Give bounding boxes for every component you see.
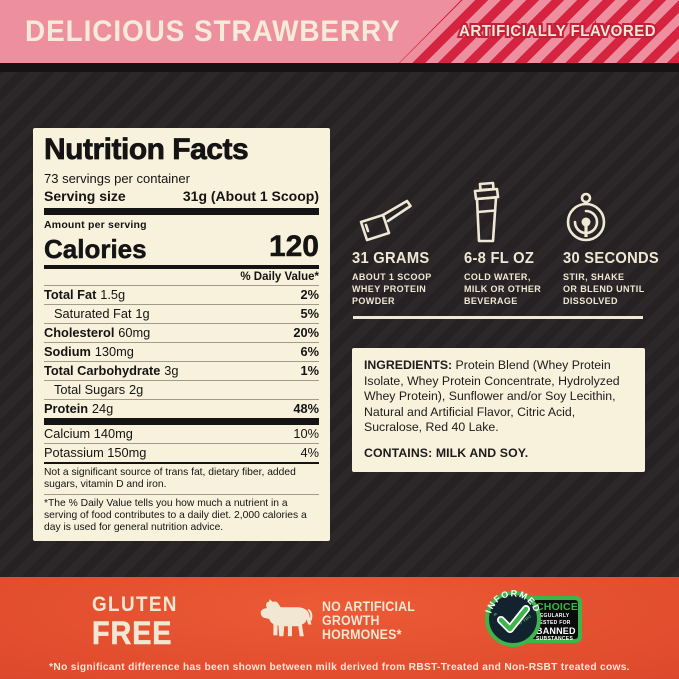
nutrient-row-cholesterol: Cholesterol 60mg 20%: [44, 322, 319, 340]
nutrient-row-sodium: Sodium 130mg 6%: [44, 341, 319, 359]
calories-row: Calories 120: [44, 231, 319, 265]
flavor-banner: DELICIOUS STRAWBERRY ARTIFICIALLY FLAVOR…: [0, 0, 679, 63]
flavor-name: DELICIOUS STRAWBERRY: [25, 15, 401, 48]
section-divider: [353, 316, 643, 319]
gluten-free-badge: GLUTEN FREE: [92, 593, 178, 651]
rbst-disclaimer: *No significant difference has been show…: [49, 662, 630, 673]
bottom-banner: GLUTEN FREE NO ARTIFICIAL GROWTH HORMONE…: [0, 577, 679, 679]
direction-title: 31 GRAMS: [352, 250, 430, 267]
no-hormones-claim: NO ARTIFICIAL GROWTH HORMONES*: [322, 599, 416, 643]
allergen-statement: CONTAINS: MILK AND SOY.: [364, 446, 529, 461]
direction-shaker: 6-8 FL OZ COLD WATER, MILK OR OTHER BEVE…: [464, 181, 563, 307]
hairline-rule: [44, 494, 319, 496]
direction-stopwatch: 30 SECONDS STIR, SHAKE OR BLEND UNTIL DI…: [563, 181, 660, 307]
nutrition-facts-panel: Nutrition Facts 73 servings per containe…: [33, 128, 330, 542]
mineral-row-potassium: Potassium 150mg 4%: [44, 442, 319, 460]
serving-size-value: 31g (About 1 Scoop): [182, 187, 319, 204]
nutrient-row-total-sugars: Total Sugars 2g: [44, 379, 319, 399]
direction-text: COLD WATER, MILK OR OTHER BEVERAGE: [464, 272, 542, 307]
calories-value: 120: [268, 229, 320, 263]
nutrient-row-saturated-fat: Saturated Fat 1g 5%: [44, 303, 319, 323]
direction-scoop: 31 GRAMS ABOUT 1 SCOOP WHEY PROTEIN POWD…: [352, 181, 464, 307]
amount-per-serving-label: Amount per serving: [44, 218, 147, 231]
thick-rule: [44, 207, 319, 215]
nutrition-facts-title: Nutrition Facts: [44, 133, 249, 166]
direction-text: STIR, SHAKE OR BLEND UNTIL DISSOLVED: [563, 272, 645, 307]
daily-value-header: % Daily Value*: [240, 270, 319, 283]
ingredients-box: INGREDIENTS: Protein Blend (Whey Protein…: [352, 348, 645, 472]
nutrient-row-carbohydrate: Total Carbohydrate 3g 1%: [44, 360, 319, 378]
servings-per-container: 73 servings per container: [44, 170, 190, 186]
artificially-flavored-label: ARTIFICIALLY FLAVORED: [457, 21, 657, 42]
daily-value-footnote: *The % Daily Value tells you how much a …: [44, 498, 307, 534]
shaker-icon: [464, 181, 563, 245]
nutrient-row-total-fat: Total Fat 1.5g 2%: [44, 284, 319, 302]
direction-title: 6-8 FL OZ: [464, 250, 535, 267]
ingredients-label: INGREDIENTS:: [364, 358, 453, 372]
cow-icon: [258, 597, 316, 646]
thin-rule: [44, 461, 319, 464]
informed-checkmark-icon: INFORMED WE TEST · YOU TRUST: [484, 590, 541, 647]
serving-size-label: Serving size: [44, 187, 126, 204]
not-significant-footnote: Not a significant source of trans fat, d…: [44, 466, 296, 490]
direction-title: 30 SECONDS: [563, 250, 660, 267]
banner-divider: [0, 63, 679, 72]
ingredients-text: INGREDIENTS: Protein Blend (Whey Protein…: [364, 358, 620, 435]
stopwatch-icon: [563, 181, 652, 245]
mineral-row-calcium: Calcium 140mg 10%: [44, 425, 319, 441]
serving-size-row: Serving size 31g (About 1 Scoop): [44, 187, 319, 208]
direction-text: ABOUT 1 SCOOP WHEY PROTEIN POWDER: [352, 272, 432, 307]
calories-label: Calories: [44, 233, 147, 264]
medium-rule: [44, 264, 319, 269]
scoop-icon: [352, 181, 464, 245]
nutrient-row-protein: Protein 24g 48%: [44, 398, 319, 416]
mixing-directions: 31 GRAMS ABOUT 1 SCOOP WHEY PROTEIN POWD…: [352, 181, 660, 307]
informed-choice-badge: CHOICE REGULARLY TESTED FOR BANNED SUBST…: [484, 589, 584, 651]
thick-rule: [44, 417, 319, 425]
